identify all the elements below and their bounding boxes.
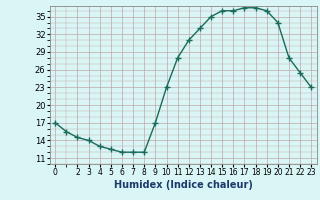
X-axis label: Humidex (Indice chaleur): Humidex (Indice chaleur) <box>114 180 252 190</box>
